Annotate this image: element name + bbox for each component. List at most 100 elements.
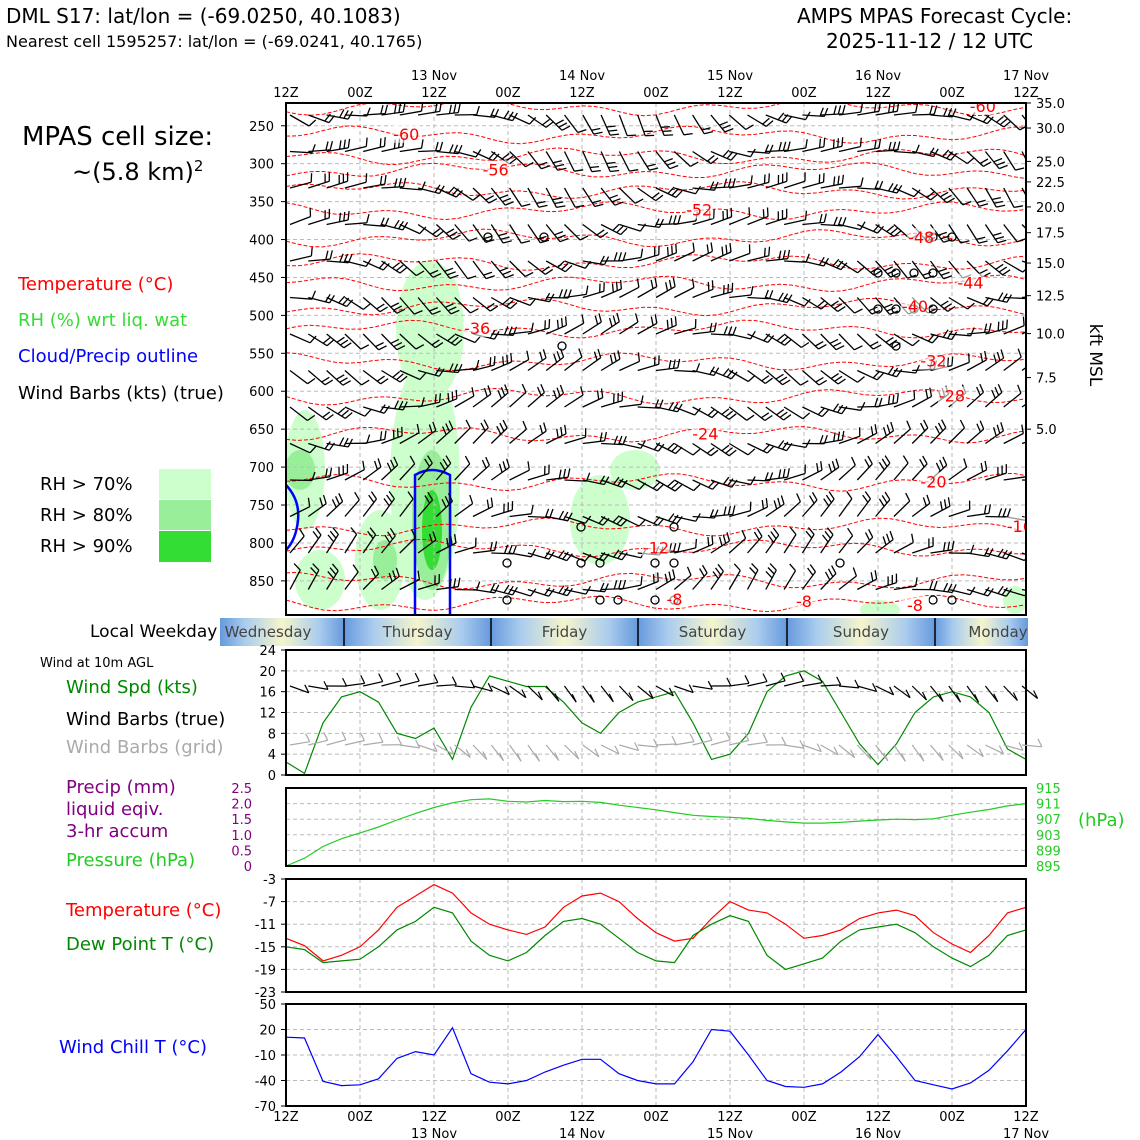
temperature-contour-label-13: -12 xyxy=(643,538,669,557)
surface-barb-flag xyxy=(614,745,620,755)
barb-flag xyxy=(562,511,569,521)
barb-flag xyxy=(834,375,843,382)
barb-staff xyxy=(564,260,586,269)
barb-flag xyxy=(803,298,811,307)
barb-staff xyxy=(600,187,616,206)
barb-staff xyxy=(930,588,953,594)
barb-flag xyxy=(711,535,714,545)
barb-flag xyxy=(970,544,975,554)
barb-flag xyxy=(832,258,840,267)
barb-staff xyxy=(454,427,471,444)
calm-wind-circle-5 xyxy=(891,268,901,278)
barb-flag xyxy=(730,153,738,161)
barb-flag xyxy=(485,275,495,280)
barb-staff xyxy=(692,543,714,554)
barb-flag xyxy=(503,110,510,119)
barb-flag xyxy=(579,235,589,241)
surface-barb-flag xyxy=(537,691,543,701)
barb-staff xyxy=(765,149,788,153)
g-temp-series-0 xyxy=(285,883,1027,962)
temp-label-bg-13 xyxy=(642,538,670,557)
barb-flag xyxy=(444,496,450,505)
barb-flag xyxy=(530,322,534,332)
barb-staff xyxy=(783,114,806,121)
barb-staff xyxy=(417,462,433,481)
pressure-level-tick-10: 750 xyxy=(249,499,274,514)
barb-flag xyxy=(1022,316,1025,326)
barb-flag xyxy=(847,527,854,537)
surface-barb-flag xyxy=(516,753,522,762)
barb-staff xyxy=(563,187,576,208)
barb-flag xyxy=(993,354,997,364)
barb-flag xyxy=(505,273,514,279)
barb-staff xyxy=(399,110,422,116)
top-hour-tick-7: 00Z xyxy=(791,86,817,101)
temp-label-bg-15 xyxy=(901,595,929,614)
barb-flag xyxy=(887,103,891,113)
barb-flag xyxy=(986,116,994,125)
barb-flag xyxy=(307,497,311,507)
barb-flag xyxy=(343,253,349,263)
temperature-contour-17 xyxy=(286,571,1026,590)
barb-staff xyxy=(838,535,854,554)
barb-flag xyxy=(609,354,614,364)
surface-barb-staff xyxy=(911,685,927,701)
barb-flag xyxy=(384,175,387,185)
barb-flag xyxy=(347,254,353,263)
calm-wind-circle-15 xyxy=(669,522,679,532)
surface-barb-flag xyxy=(707,680,713,690)
barb-flag xyxy=(512,545,518,555)
barb-staff xyxy=(710,369,732,380)
barb-staff xyxy=(454,260,469,280)
barb-flag xyxy=(872,370,880,379)
barb-flag xyxy=(1017,384,1022,394)
barb-staff xyxy=(838,185,861,189)
barb-flag xyxy=(1005,588,1013,597)
barb-staff xyxy=(490,427,508,444)
barb-flag xyxy=(664,134,674,137)
barb-staff xyxy=(326,180,348,189)
barb-flag xyxy=(388,572,393,582)
temperature-contour-label-5: -44 xyxy=(957,274,983,293)
barb-staff xyxy=(674,406,696,416)
barb-staff xyxy=(417,187,440,195)
barb-flag xyxy=(942,149,950,158)
barb-flag xyxy=(937,231,948,236)
calm-wind-circle-17 xyxy=(576,558,586,568)
barb-flag xyxy=(874,424,878,434)
barb-staff xyxy=(509,114,530,125)
barb-flag xyxy=(298,528,305,537)
barb-staff xyxy=(692,250,713,262)
barb-staff xyxy=(472,260,487,279)
temperature-contour-14 xyxy=(286,472,1026,492)
top-hour-tick-10: 12Z xyxy=(1013,86,1039,101)
barb-flag xyxy=(886,424,891,434)
surface-barb-staff xyxy=(710,739,731,746)
barb-flag xyxy=(827,568,834,578)
barb-flag xyxy=(558,289,564,299)
barb-staff xyxy=(985,552,1007,560)
barb-staff xyxy=(546,296,569,299)
barb-flag xyxy=(617,550,624,559)
barb-flag xyxy=(947,497,951,507)
barb-flag xyxy=(611,198,621,203)
barb-staff xyxy=(399,260,417,277)
barb-staff xyxy=(435,260,451,279)
barb-staff xyxy=(911,260,926,280)
barb-flag xyxy=(713,322,717,332)
barb-staff xyxy=(893,398,915,408)
barb-flag xyxy=(435,230,444,238)
barb-flag xyxy=(864,491,872,500)
barb-flag xyxy=(454,339,463,346)
dewpoint-label: Dew Point T (°C) xyxy=(66,934,215,955)
barb-staff xyxy=(710,513,733,518)
surface-barb-flag xyxy=(449,746,455,755)
barb-flag xyxy=(329,467,333,477)
barb-flag xyxy=(826,527,834,536)
barb-flag xyxy=(837,105,842,115)
barb-staff xyxy=(527,151,542,170)
barb-staff xyxy=(326,442,349,448)
surface-barb-staff xyxy=(363,741,384,746)
surface-barb-staff xyxy=(527,685,543,701)
barb-flag xyxy=(999,118,1008,126)
